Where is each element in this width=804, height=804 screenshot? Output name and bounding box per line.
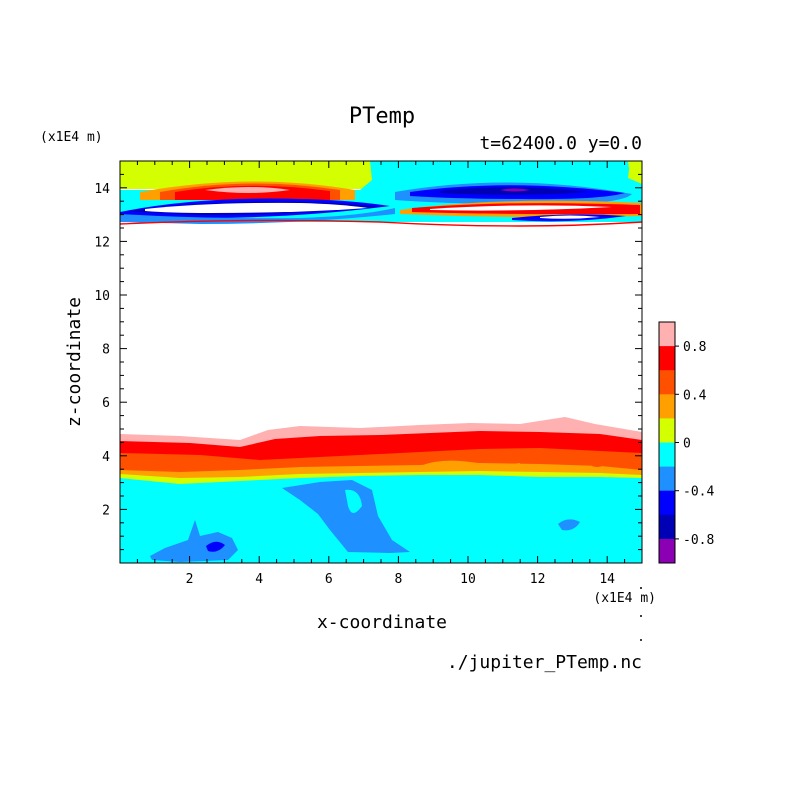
source-file-label: ./jupiter_PTemp.nc xyxy=(447,652,642,673)
colorbar-segment xyxy=(659,538,675,564)
x-tick-label: 2 xyxy=(186,572,194,587)
colorbar-segment xyxy=(659,514,675,540)
x-tick-label: 8 xyxy=(394,572,402,587)
y-tick-label: 14 xyxy=(94,182,110,197)
y-tick-label: 10 xyxy=(94,289,110,304)
colorbar-tick-label: 0.8 xyxy=(683,340,706,355)
x-tick-label: 6 xyxy=(325,572,333,587)
colorbar-tick-label: 0.4 xyxy=(683,388,707,403)
x-tick-label: 10 xyxy=(460,572,476,587)
x-axis-ticks: 2 4 6 8 10 12 14 xyxy=(136,161,626,587)
y-unit-label: (x1E4 m) xyxy=(40,130,103,145)
colorbar-segment xyxy=(659,370,675,395)
y-tick-label: 2 xyxy=(102,503,110,518)
y-axis-ticks: 2 4 6 8 10 12 14 xyxy=(94,173,642,551)
y-tick-label: 6 xyxy=(102,396,110,411)
colorbar-segment xyxy=(659,322,675,347)
colorbar-tick-label: -0.4 xyxy=(683,485,714,500)
x-tick-label: 12 xyxy=(530,572,546,587)
y-axis-label: z-coordinate xyxy=(64,297,85,427)
contour-lower-cyan-top xyxy=(120,475,642,563)
colorbar-segment xyxy=(659,394,675,419)
colorbar-segment xyxy=(659,346,675,371)
x-unit-label: (x1E4 m) xyxy=(593,591,656,606)
y-tick-label: 12 xyxy=(94,235,110,250)
y-tick-label: 8 xyxy=(102,343,110,358)
colorbar-segment xyxy=(659,466,675,491)
colorbar: 0.8 0.4 0 -0.4 -0.8 xyxy=(658,321,714,564)
contour-lower-blue-plume xyxy=(282,480,410,553)
marker-dot xyxy=(640,639,642,641)
x-axis-label: x-coordinate xyxy=(317,612,447,633)
marker-dot xyxy=(640,587,642,589)
colorbar-tick-label: -0.8 xyxy=(683,533,714,548)
colorbar-tick-label: 0 xyxy=(683,437,691,452)
colorbar-segment xyxy=(659,418,675,443)
y-tick-label: 4 xyxy=(102,450,110,465)
chart-subtitle: t=62400.0 y=0.0 xyxy=(479,133,642,154)
x-tick-label: 14 xyxy=(599,572,615,587)
colorbar-segment xyxy=(659,490,675,516)
chart-title: PTemp xyxy=(349,104,415,129)
colorbar-segment xyxy=(659,442,675,467)
plot-area xyxy=(120,161,642,563)
x-tick-label: 4 xyxy=(255,572,263,587)
marker-dot xyxy=(640,615,642,617)
